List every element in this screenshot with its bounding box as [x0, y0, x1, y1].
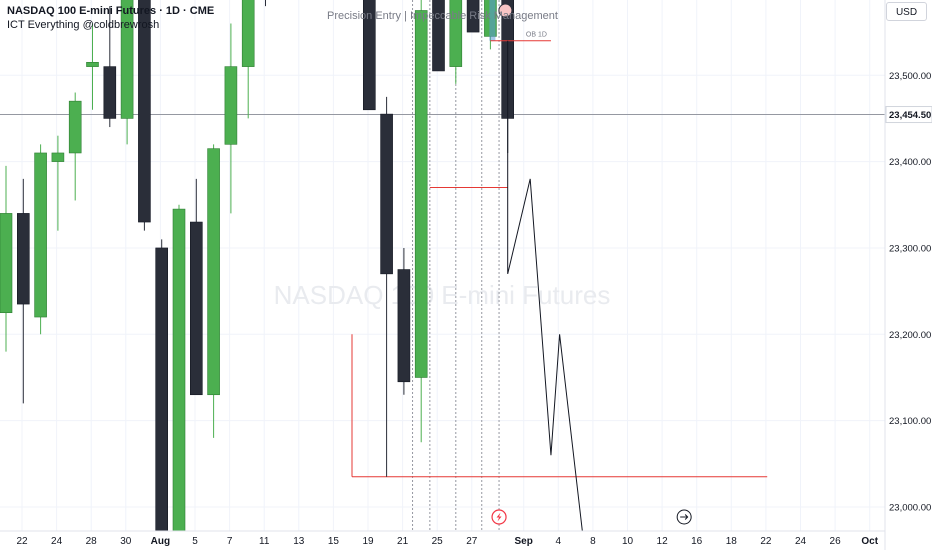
- candle-body: [466, 0, 480, 33]
- dividend-icon[interactable]: [491, 509, 507, 525]
- candle: [138, 0, 151, 231]
- candle-body: [432, 0, 445, 72]
- last-price-tag: [885, 106, 932, 124]
- x-tick-label: 16: [691, 536, 703, 547]
- candle: [265, 0, 266, 7]
- candle: [190, 178, 203, 396]
- x-tick-label: 10: [622, 536, 634, 547]
- candle: [86, 23, 99, 110]
- y-tick-label: 23,000.00: [889, 503, 931, 514]
- projection-path: [507, 40, 586, 550]
- x-tick-label: 11: [259, 536, 270, 547]
- x-tick-label: 18: [726, 536, 738, 547]
- candle-body: [190, 221, 203, 396]
- x-tick-label: 22: [16, 536, 28, 547]
- x-axis: 22 24 28 30 Aug 5 7 11 13 15 19 21 25 27 Sep 4 8 10 12 16 18…: [0, 530, 932, 550]
- currency-button[interactable]: USD: [886, 2, 927, 21]
- candle-body: [16, 213, 30, 305]
- candle-body: [380, 113, 393, 275]
- candle: [120, 0, 134, 145]
- bolt-icon: [496, 512, 502, 522]
- y-tick-label: 23,300.00: [889, 243, 931, 254]
- y-tick-label: 23,500.00: [889, 71, 931, 82]
- candle-body: [34, 152, 47, 318]
- candle-body: [449, 0, 463, 67]
- candle-body: [68, 100, 82, 154]
- candle-body: [51, 152, 65, 162]
- candle: [16, 178, 30, 404]
- ob-marker: [498, 3, 513, 18]
- ob-zone: [489, 0, 496, 41]
- y-tick-label: 23,400.00: [889, 157, 931, 168]
- candle-body: [172, 208, 186, 542]
- x-axis-bg: [0, 531, 932, 550]
- author-line: ICT Everything @coldbrewrosh: [7, 19, 160, 31]
- candles: [0, 0, 515, 550]
- candle-body: [241, 0, 255, 67]
- x-tick-label: Sep: [515, 536, 533, 547]
- x-tick-label: 24: [51, 536, 63, 547]
- x-tick-label: 15: [328, 536, 340, 547]
- x-tick-label: 21: [397, 536, 409, 547]
- candle-body: [207, 148, 220, 396]
- x-tick-label: 7: [227, 536, 233, 547]
- candle: [449, 0, 463, 84]
- candle-body: [0, 213, 13, 314]
- earnings-icon[interactable]: [676, 509, 692, 525]
- x-tick-label: 19: [362, 536, 374, 547]
- x-tick-label: 27: [466, 536, 478, 547]
- x-tick-label: 5: [192, 536, 198, 547]
- arrow-icon: [680, 514, 689, 520]
- x-tick-label: 4: [556, 536, 562, 547]
- y-tick-label: 23,100.00: [889, 416, 931, 427]
- candle-body: [120, 0, 134, 119]
- y-axis: 23,000.00 23,100.00 23,200.00 23,300.00 23,4…: [884, 0, 932, 550]
- candle-body: [362, 0, 376, 111]
- candle: [241, 0, 255, 119]
- watermark-text: NASDAQ 100 E-mini Futures: [274, 280, 611, 310]
- candle-body: [155, 247, 168, 542]
- candle: [466, 0, 480, 33]
- ob-label: OB 1D: [526, 32, 547, 39]
- candle: [0, 165, 13, 352]
- candle: [172, 204, 186, 550]
- candle-body: [86, 61, 99, 67]
- x-tick-label: 25: [432, 536, 444, 547]
- candle: [414, 0, 428, 443]
- candle: [432, 0, 445, 72]
- x-tick-label: 24: [795, 536, 807, 547]
- candle-body: [224, 66, 238, 145]
- x-tick-label: 13: [293, 536, 305, 547]
- candle: [68, 92, 82, 201]
- candle-body: [138, 0, 151, 223]
- candle: [51, 135, 65, 231]
- y-axis-bg: [885, 0, 932, 550]
- y-tick-label: 23,200.00: [889, 330, 931, 341]
- candle: [207, 144, 220, 438]
- x-tick-label: 8: [590, 536, 596, 547]
- candle-body: [397, 269, 411, 383]
- x-tick-label: 28: [86, 536, 98, 547]
- x-tick-label: 30: [120, 536, 132, 547]
- symbol-title: NASDAQ 100 E-mini Futures · 1D · CME: [7, 5, 215, 17]
- candle: [34, 144, 47, 335]
- candle: [103, 6, 117, 128]
- candle-body: [414, 10, 428, 378]
- candle: [362, 0, 376, 111]
- last-price-label: 23,454.50: [889, 110, 931, 121]
- candle: [380, 96, 393, 477]
- top-caption: Precision Entry | Impeccable Risk Manage…: [327, 10, 558, 22]
- candle: [155, 239, 168, 542]
- candle: [397, 247, 411, 395]
- x-tick-label: 26: [830, 536, 842, 547]
- x-tick-label: Oct: [861, 536, 878, 547]
- candle-body: [103, 66, 117, 119]
- candle: [224, 23, 238, 214]
- x-tick-label: Aug: [151, 536, 170, 547]
- x-tick-label: 12: [657, 536, 669, 547]
- x-tick-label: 22: [760, 536, 772, 547]
